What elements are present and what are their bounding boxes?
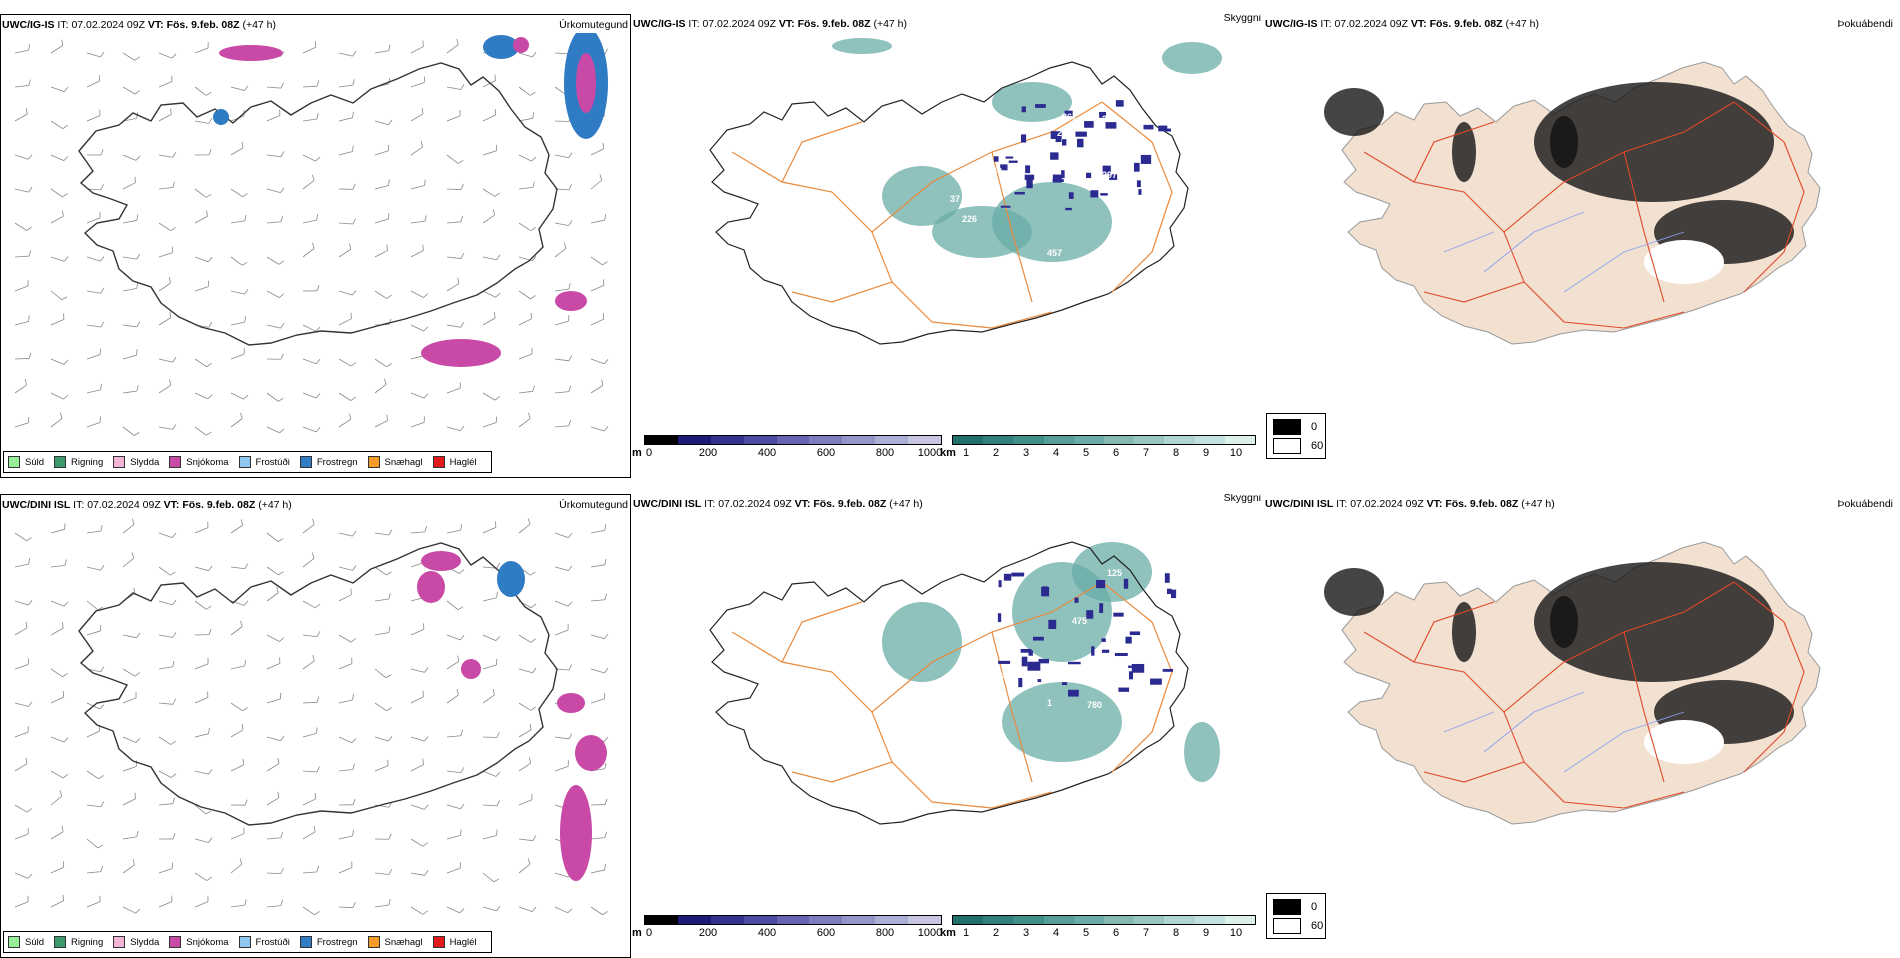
- ceiling-colorbar: [644, 435, 942, 445]
- visibility-label: 367: [1062, 112, 1077, 122]
- low-visibility-areas: [832, 38, 1222, 262]
- visibility-label: 475: [1072, 616, 1087, 626]
- fog-map: [1264, 512, 1895, 932]
- precip-map: [1, 33, 631, 453]
- panel-title: Úrkomutegund: [559, 18, 628, 32]
- precip-type-panel-top: UWC/IG-IS IT: 07.02.2024 09Z VT: Fös. 9.…: [0, 14, 631, 478]
- visibility-label: 99: [977, 690, 987, 700]
- visibility-label: 297: [1102, 170, 1117, 180]
- visibility-scale: km 1 2 3 4 5 6 7 8 9 10: [940, 915, 1260, 941]
- panel-header: UWC/DINI ISL IT: 07.02.2024 09Z VT: Fös.…: [633, 497, 1261, 511]
- panel-header: UWC/DINI ISL IT: 07.02.2024 09Z VT: Fös.…: [1265, 497, 1893, 511]
- panel-title: Skyggni: [1224, 494, 1261, 505]
- visibility-label: 386: [1007, 652, 1022, 662]
- visibility-label: 591: [1082, 760, 1097, 770]
- panel-header: UWC/IG-IS IT: 07.02.2024 09Z VT: Fös. 9.…: [633, 17, 1261, 31]
- iceland-outline: [79, 543, 557, 825]
- fog-panel-top: UWC/IG-IS IT: 07.02.2024 09Z VT: Fös. 9.…: [1264, 14, 1895, 478]
- panel-title: Þokuábendi: [1838, 497, 1893, 511]
- panel-header: UWC/IG-IS IT: 07.02.2024 09Z VT: Fös. 9.…: [2, 18, 628, 32]
- visibility-colorbar: [952, 435, 1256, 445]
- visibility-label: 37: [950, 194, 960, 204]
- fog-map: [1264, 32, 1895, 452]
- visibility-panel-top: UWC/IG-IS IT: 07.02.2024 09Z VT: Fös. 9.…: [632, 14, 1263, 478]
- visibility-scale: km 1 2 3 4 5 6 7 8 9 10: [940, 435, 1260, 461]
- panel-header: UWC/DINI ISL IT: 07.02.2024 09Z VT: Fös.…: [2, 498, 628, 512]
- visibility-label: 140: [987, 166, 1002, 176]
- panel-title: Þokuábendi: [1838, 17, 1893, 31]
- wind-barbs: [15, 39, 608, 436]
- precip-legend: Súld Rigning Slydda Snjókoma Frostúði Fr…: [3, 451, 492, 473]
- precip-map: [1, 513, 631, 933]
- fog-legend: 0 60: [1266, 413, 1326, 459]
- visibility-label: 1: [1047, 698, 1052, 708]
- visibility-label: 780: [1087, 700, 1102, 710]
- visibility-label: 216: [1102, 114, 1117, 124]
- ceiling-scale: m 0 200 400 600 800 1000: [632, 915, 942, 941]
- precip-type-panel-bottom: UWC/DINI ISL IT: 07.02.2024 09Z VT: Fös.…: [0, 494, 631, 958]
- visibility-label: 457: [1047, 248, 1062, 258]
- snow-areas: [417, 551, 607, 881]
- visibility-label: 226: [962, 214, 977, 224]
- visibility-label: 203: [1087, 128, 1102, 138]
- ceiling-colorbar: [644, 915, 942, 925]
- panel-title: Skyggni: [1224, 14, 1261, 25]
- fog-legend: 0 60: [1266, 893, 1326, 939]
- ceiling-scale: m 0 200 400 600 800 1000: [632, 435, 942, 461]
- panel-header: UWC/IG-IS IT: 07.02.2024 09Z VT: Fös. 9.…: [1265, 17, 1893, 31]
- visibility-label: 27: [1057, 128, 1067, 138]
- visibility-label: 525: [992, 670, 1007, 680]
- visibility-panel-bottom: UWC/DINI ISL IT: 07.02.2024 09Z VT: Fös.…: [632, 494, 1263, 958]
- panel-title: Úrkomutegund: [559, 498, 628, 512]
- visibility-label: 398: [1044, 262, 1059, 272]
- visibility-colorbar: [952, 915, 1256, 925]
- iceland-outline: [79, 63, 557, 345]
- visibility-label: 469: [1082, 254, 1097, 264]
- visibility-label: 125: [1107, 568, 1122, 578]
- fog-panel-bottom: UWC/DINI ISL IT: 07.02.2024 09Z VT: Fös.…: [1264, 494, 1895, 958]
